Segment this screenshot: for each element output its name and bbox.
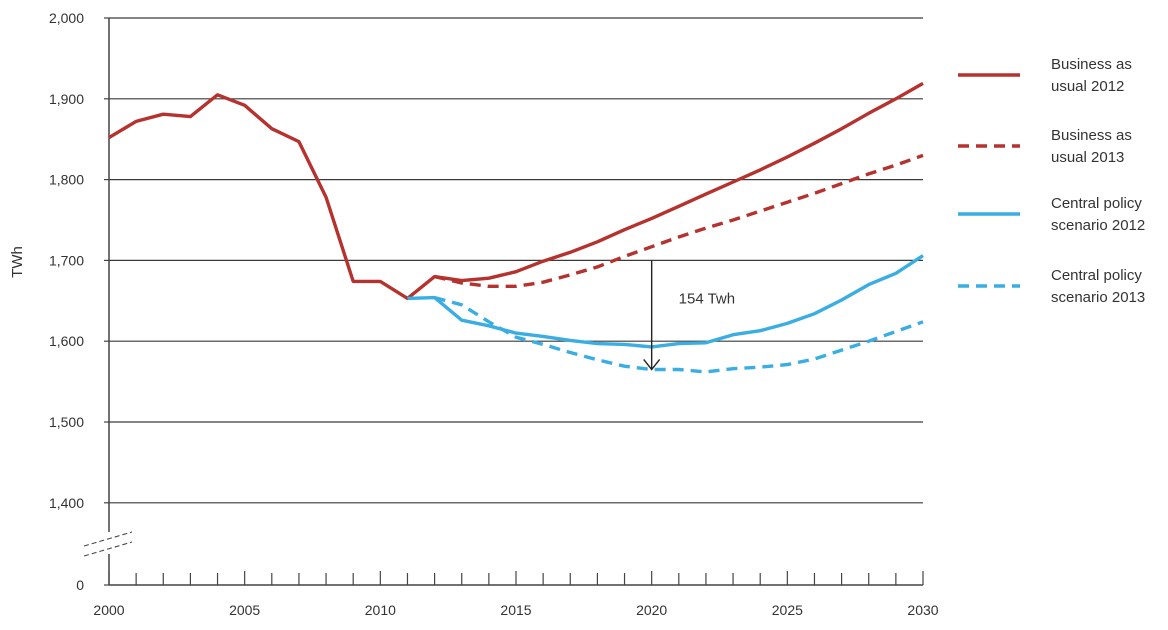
- legend-label-1: usual 2012: [1051, 78, 1124, 95]
- legend-label-3: Central policy: [1051, 195, 1142, 212]
- y-axis-ticks: 0 1,400 1,500 1,600 1,700 1,800 1,900 2,000: [49, 10, 109, 593]
- x-tick-label: 2030: [907, 602, 938, 618]
- series-line-4: [434, 295, 924, 374]
- axis-break-stroke: [83, 531, 133, 547]
- y-tick-label: 0: [76, 577, 84, 593]
- y-tick-label: 1,400: [49, 495, 84, 511]
- y-axis-label: TWh: [9, 246, 26, 278]
- legend-label-4: scenario 2013: [1051, 289, 1145, 306]
- y-tick-label: 2,000: [49, 10, 84, 26]
- legend-label-3: scenario 2012: [1051, 217, 1145, 234]
- axis-break-stroke: [83, 541, 133, 557]
- y-tick-label: 1,500: [49, 414, 84, 430]
- y-tick-label: 1,600: [49, 333, 84, 349]
- annotation: 154 Twh: [643, 260, 735, 371]
- x-tick-label: 2005: [229, 602, 260, 618]
- legend-label-2: usual 2013: [1051, 149, 1124, 166]
- x-axis-ticks: 2000 2005 2010 2015 2020 2025 2030: [93, 571, 939, 618]
- x-tick-label: 2015: [500, 602, 531, 618]
- x-tick-label: 2000: [93, 602, 124, 618]
- x-tick-label: 2025: [772, 602, 803, 618]
- y-tick-label: 1,900: [49, 91, 84, 107]
- legend: Business as usual 2012 Business as usual 20…: [958, 56, 1145, 306]
- annotation-label: 154 Twh: [679, 290, 735, 307]
- axis-break-gap: [101, 532, 117, 554]
- y-tick-label: 1,800: [49, 172, 84, 188]
- gridlines: [109, 17, 923, 504]
- annotation-arrow-head: [643, 359, 661, 371]
- axis-break-marker: [83, 531, 133, 557]
- x-tick-label: 2020: [636, 602, 667, 618]
- legend-label-2: Business as: [1051, 127, 1132, 144]
- legend-label-1: Business as: [1051, 56, 1132, 73]
- series-line-1: [108, 81, 924, 301]
- series-line-2: [434, 153, 924, 288]
- series-line-3: [407, 254, 924, 349]
- y-tick-label: 1,700: [49, 252, 84, 268]
- series-layer: [108, 81, 924, 374]
- x-tick-label: 2010: [365, 602, 396, 618]
- legend-label-4: Central policy: [1051, 267, 1142, 284]
